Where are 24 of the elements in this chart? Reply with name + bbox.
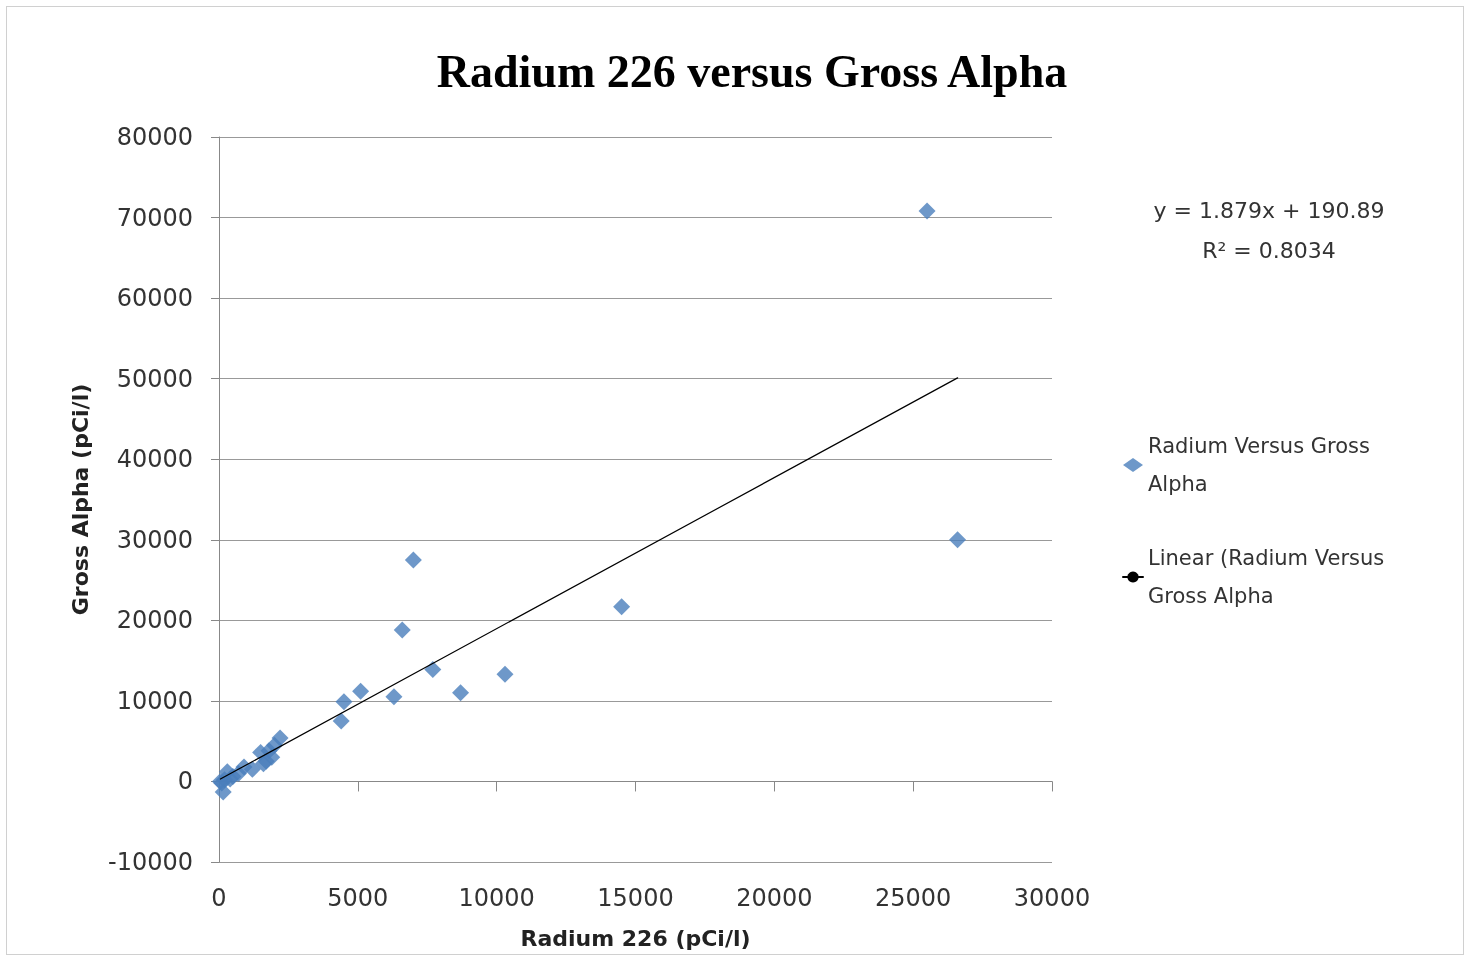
- y-tick-label: 0: [177, 767, 193, 796]
- chart-title: Radium 226 versus Gross Alpha: [436, 45, 1068, 97]
- y-tick-label: 70000: [116, 203, 193, 232]
- x-tick-label: 0: [211, 884, 227, 912]
- text: y = 1.879x + 190.89: [1153, 197, 1385, 223]
- y-tick-label: 10000: [116, 686, 193, 715]
- x-tick-label: 30000: [1013, 884, 1091, 912]
- x-tick-label: 20000: [736, 884, 813, 912]
- y-tick-label: 80000: [116, 123, 193, 151]
- y-tick-label: 20000: [116, 606, 193, 635]
- y-tick-label: 30000: [116, 525, 193, 554]
- x-tick-label: 25000: [874, 884, 952, 912]
- legend-label: Linear (Radium Versus Gross Alpha: [1148, 546, 1391, 608]
- x-tick-label: 15000: [597, 884, 674, 912]
- y-tick-label: -10000: [107, 848, 193, 876]
- y-axis-title: Gross Alpha (pCi/l): [67, 383, 93, 616]
- y-tick-label: 50000: [116, 364, 193, 393]
- text: R² = 0.8034: [1202, 237, 1336, 263]
- y-tick-label: 60000: [116, 284, 193, 313]
- legend-label: Radium Versus Gross Alpha: [1148, 434, 1377, 496]
- x-tick-label: 5000: [327, 884, 389, 912]
- x-tick-label: 10000: [458, 884, 535, 912]
- y-tick-label: 40000: [116, 445, 193, 474]
- x-axis-title: Radium 226 (pCi/l): [520, 925, 751, 951]
